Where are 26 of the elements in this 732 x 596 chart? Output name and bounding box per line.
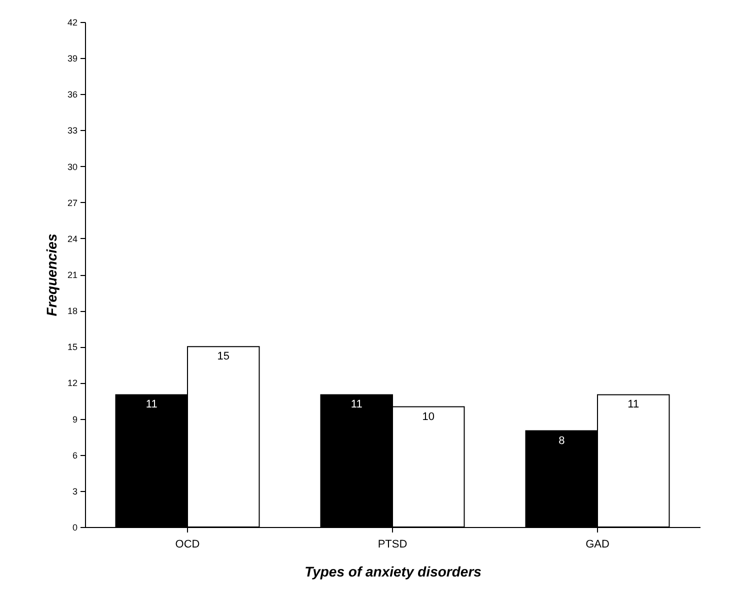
x-tick-label: PTSD <box>378 538 408 550</box>
y-tick-label: 3 <box>72 486 78 496</box>
x-tick-label: GAD <box>586 538 610 550</box>
data-label: 8 <box>558 434 565 447</box>
x-axis-title: Types of anxiety disorders <box>304 564 482 580</box>
y-tick-label: 18 <box>67 306 78 316</box>
y-axis-title: Frequencies <box>43 234 60 316</box>
data-label: 15 <box>217 350 230 363</box>
data-label: 11 <box>628 398 640 411</box>
x-tick-label: OCD <box>175 538 200 550</box>
y-tick-label: 36 <box>67 90 78 100</box>
y-tick-label: 39 <box>67 54 78 64</box>
y-tick-label: 30 <box>67 162 78 172</box>
y-tick-label: 33 <box>67 126 78 136</box>
y-tick-label: 24 <box>67 234 78 244</box>
y-tick-label: 21 <box>67 270 78 280</box>
y-tick-label: 12 <box>67 378 78 388</box>
y-tick-label: 0 <box>72 522 78 532</box>
y-tick-label: 15 <box>67 342 78 352</box>
y-tick-label: 6 <box>72 450 78 460</box>
y-tick-label: 27 <box>67 198 78 208</box>
data-label: 11 <box>350 398 362 411</box>
data-label: 11 <box>146 398 158 411</box>
data-label: 10 <box>422 410 434 423</box>
y-tick-label: 42 <box>67 18 78 28</box>
y-tick-label: 9 <box>72 414 78 424</box>
